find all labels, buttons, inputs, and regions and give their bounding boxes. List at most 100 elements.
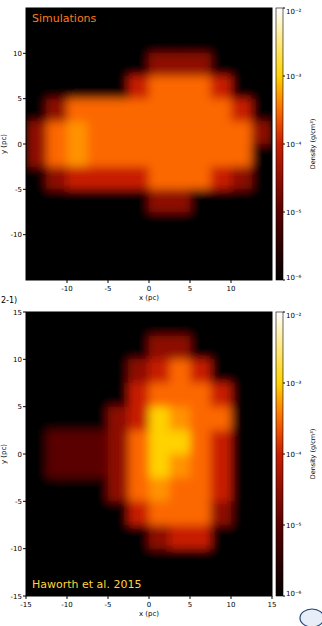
density-cell xyxy=(47,407,68,431)
density-cell xyxy=(88,121,109,144)
density-cell xyxy=(231,359,252,383)
density-cell xyxy=(26,549,47,573)
density-cell xyxy=(190,99,211,122)
density-cell xyxy=(67,454,88,478)
density-cell xyxy=(129,99,150,122)
density-cell xyxy=(252,31,273,54)
density-cell xyxy=(211,144,232,167)
x-tick-label: 5 xyxy=(188,285,192,293)
density-cell xyxy=(67,430,88,454)
density-cell xyxy=(47,167,68,190)
density-cell xyxy=(211,31,232,54)
x-tick xyxy=(108,280,109,283)
colorbar-tick-label: 10⁻⁶ xyxy=(286,274,302,282)
density-cell xyxy=(149,144,170,167)
plot-background xyxy=(26,312,272,596)
y-tick xyxy=(23,98,26,99)
y-axis-title: y (pc) xyxy=(0,444,8,464)
density-cell xyxy=(149,31,170,54)
density-cell xyxy=(129,549,150,573)
density-cell xyxy=(190,383,211,407)
density-cell xyxy=(88,99,109,122)
x-tick-label: 5 xyxy=(188,601,192,609)
y-tick xyxy=(23,53,26,54)
density-cell xyxy=(149,478,170,502)
density-cell xyxy=(129,31,150,54)
density-cell xyxy=(88,212,109,235)
density-cell xyxy=(47,383,68,407)
density-cell xyxy=(67,53,88,76)
x-tick xyxy=(149,596,150,599)
figure: -10-505101050-5-10x (pc)y (pc)Simulation… xyxy=(0,0,322,626)
density-cell xyxy=(47,76,68,99)
density-cell xyxy=(88,76,109,99)
density-cell xyxy=(129,478,150,502)
density-cell xyxy=(190,454,211,478)
density-cell xyxy=(252,572,273,596)
x-tick xyxy=(149,280,150,283)
density-cell xyxy=(211,407,232,431)
side-text: 2-1) xyxy=(1,296,17,305)
density-cell xyxy=(26,501,47,525)
density-cell xyxy=(190,235,211,258)
density-cell xyxy=(26,99,47,122)
density-cell xyxy=(26,144,47,167)
density-cell xyxy=(170,235,191,258)
density-cell xyxy=(88,430,109,454)
x-tick xyxy=(190,596,191,599)
density-cell xyxy=(129,235,150,258)
density-cell xyxy=(149,8,170,31)
density-cell xyxy=(149,235,170,258)
density-cell xyxy=(47,53,68,76)
density-cell xyxy=(47,478,68,502)
density-cell xyxy=(170,336,191,360)
density-cell xyxy=(231,525,252,549)
density-cell xyxy=(170,167,191,190)
density-cell xyxy=(108,525,129,549)
density-cell xyxy=(47,235,68,258)
colorbar-tick-label: 10⁻² xyxy=(286,312,302,320)
density-cell xyxy=(231,76,252,99)
density-cell xyxy=(67,407,88,431)
density-cell xyxy=(108,501,129,525)
x-tick-label: 10 xyxy=(227,285,236,293)
density-cell xyxy=(211,312,232,336)
density-cell xyxy=(88,312,109,336)
density-cell xyxy=(149,257,170,280)
density-cell xyxy=(129,312,150,336)
density-cell xyxy=(252,76,273,99)
density-cell xyxy=(149,383,170,407)
density-cell xyxy=(211,76,232,99)
density-cell xyxy=(129,189,150,212)
density-cell xyxy=(108,478,129,502)
colorbar-tick-label: 10⁻⁴ xyxy=(286,451,302,459)
colorbar-tick xyxy=(283,525,285,526)
density-cell xyxy=(108,359,129,383)
density-cell xyxy=(67,212,88,235)
density-cell xyxy=(170,121,191,144)
density-cell xyxy=(67,76,88,99)
x-tick-label: -5 xyxy=(105,285,112,293)
colorbar-tick-label: 10⁻⁴ xyxy=(286,141,302,149)
density-cell xyxy=(190,525,211,549)
density-cell xyxy=(108,121,129,144)
y-tick xyxy=(23,454,26,455)
plot-frame xyxy=(26,312,272,596)
density-cell xyxy=(129,167,150,190)
colorbar-tick xyxy=(283,76,285,77)
density-cell xyxy=(252,525,273,549)
density-cell xyxy=(26,212,47,235)
y-tick-label: 10 xyxy=(13,356,22,364)
y-tick-label: 10 xyxy=(13,50,22,58)
y-tick-label: 5 xyxy=(18,403,22,411)
density-cell xyxy=(170,359,191,383)
density-cell xyxy=(252,189,273,212)
density-cell xyxy=(129,454,150,478)
y-tick-label: -10 xyxy=(11,231,22,239)
density-cell xyxy=(252,212,273,235)
density-cell xyxy=(231,478,252,502)
plot-background xyxy=(26,8,272,280)
density-cell xyxy=(170,312,191,336)
colorbar-tick-label: 10⁻⁶ xyxy=(286,590,302,598)
density-cell xyxy=(26,167,47,190)
